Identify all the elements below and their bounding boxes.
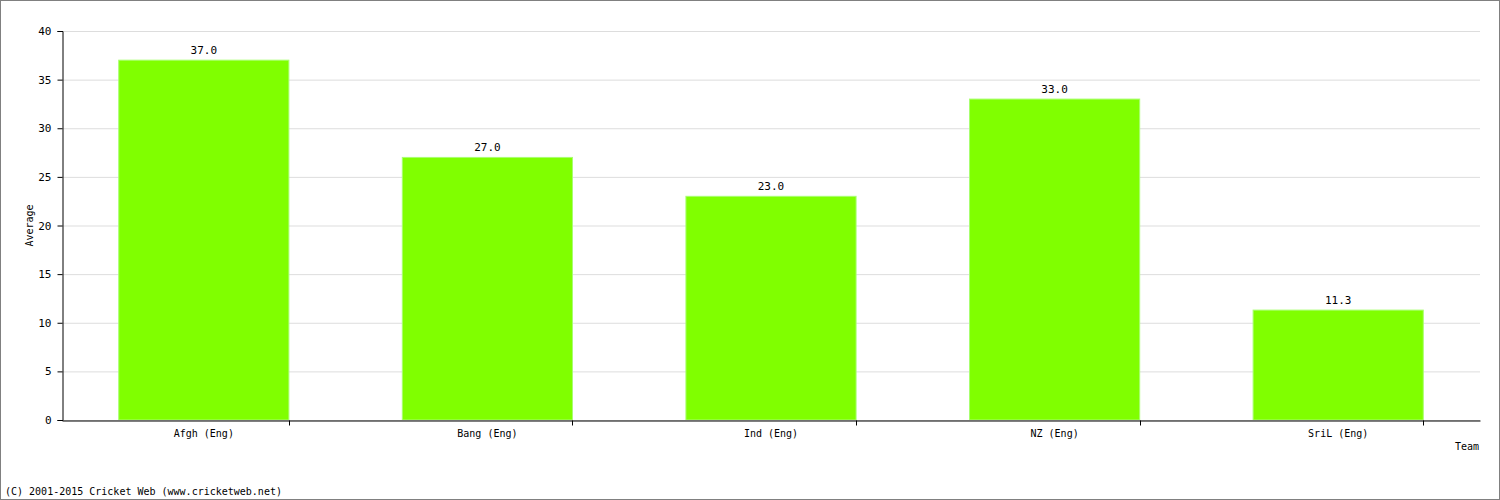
x-tick-label: SriL (Eng) <box>1308 428 1368 439</box>
y-tick-label: 40 <box>38 25 51 38</box>
y-tick: 15 <box>38 268 62 281</box>
bar <box>970 99 1140 420</box>
y-tick-label: 20 <box>38 220 51 233</box>
y-tick-label: 10 <box>38 317 51 330</box>
x-axis-title: Team <box>1455 441 1479 452</box>
chart: 37.0 27.0 23.0 33.0 11.3 0 5 10 15 20 25 30 35 40 Afgh… <box>0 0 1500 500</box>
y-tick: 20 <box>38 220 62 233</box>
bar <box>119 60 289 420</box>
y-tick-label: 30 <box>38 122 51 135</box>
y-tick-mark <box>58 128 63 129</box>
y-tick: 35 <box>38 74 62 87</box>
x-tick-label: Bang (Eng) <box>457 428 517 439</box>
y-tick: 30 <box>38 122 62 135</box>
category-separator <box>1140 421 1141 426</box>
annotation: (C) 2001-2015 Cricket Web (www.cricketwe… <box>5 486 282 497</box>
bars <box>119 60 1424 420</box>
data-label: 11.3 <box>1325 294 1352 307</box>
data-label: 23.0 <box>758 180 785 193</box>
y-tick-label: 5 <box>45 365 52 378</box>
y-tick-mark <box>58 323 63 324</box>
x-tick: SriL (Eng) <box>1308 421 1368 439</box>
y-tick-mark <box>58 420 63 421</box>
y-tick-label: 15 <box>38 268 51 281</box>
y-tick-mark <box>58 274 63 275</box>
y-tick-mark <box>58 226 63 227</box>
y-tick: 0 <box>45 414 63 427</box>
y-tick-label: 35 <box>38 74 51 87</box>
y-axis-line <box>58 32 64 421</box>
x-tick-label: NZ (Eng) <box>1031 428 1079 439</box>
x-tick: NZ (Eng) <box>1031 421 1079 439</box>
x-axis: Afgh (Eng) Bang (Eng) Ind (Eng) NZ (Eng) Sri… <box>63 421 1481 439</box>
y-tick: 5 <box>45 365 63 378</box>
x-tick-label: Ind (Eng) <box>744 428 798 439</box>
y-axis: 0 5 10 15 20 25 30 35 40 <box>38 25 63 427</box>
y-tick-mark <box>58 80 63 81</box>
bar <box>402 157 572 420</box>
bar <box>1253 310 1423 420</box>
y-tick: 40 <box>38 25 62 38</box>
y-tick-label: 25 <box>38 171 51 184</box>
data-label: 37.0 <box>191 44 218 57</box>
category-separator <box>1423 421 1424 426</box>
y-tick: 25 <box>38 171 62 184</box>
y-tick-mark <box>58 177 63 178</box>
bar <box>686 196 856 420</box>
grid <box>62 32 1480 421</box>
y-tick-mark <box>58 31 63 32</box>
category-separator <box>572 421 573 426</box>
category-separator <box>289 421 290 426</box>
x-tick: Ind (Eng) <box>744 421 798 439</box>
x-tick-label: Afgh (Eng) <box>174 428 234 439</box>
y-tick-label: 0 <box>45 414 52 427</box>
y-axis-title: Average <box>24 204 35 246</box>
annotations: (C) 2001-2015 Cricket Web (www.cricketwe… <box>5 486 282 497</box>
x-tick: Bang (Eng) <box>457 421 517 439</box>
frame <box>1 1 1500 500</box>
grid-line <box>62 31 1480 32</box>
x-tick: Afgh (Eng) <box>174 421 234 439</box>
data-label: 27.0 <box>474 141 501 154</box>
grid-line <box>62 420 1480 421</box>
data-labels: 37.0 27.0 23.0 33.0 11.3 <box>191 44 1352 307</box>
data-label: 33.0 <box>1041 83 1068 96</box>
plot: 37.0 27.0 23.0 33.0 11.3 0 5 10 15 20 25 30 35 40 Afgh… <box>38 25 1480 439</box>
y-tick: 10 <box>38 317 62 330</box>
x-axis-line <box>63 421 1481 422</box>
category-separator <box>856 421 857 426</box>
y-tick-mark <box>58 371 63 372</box>
category-separators <box>290 421 1424 426</box>
